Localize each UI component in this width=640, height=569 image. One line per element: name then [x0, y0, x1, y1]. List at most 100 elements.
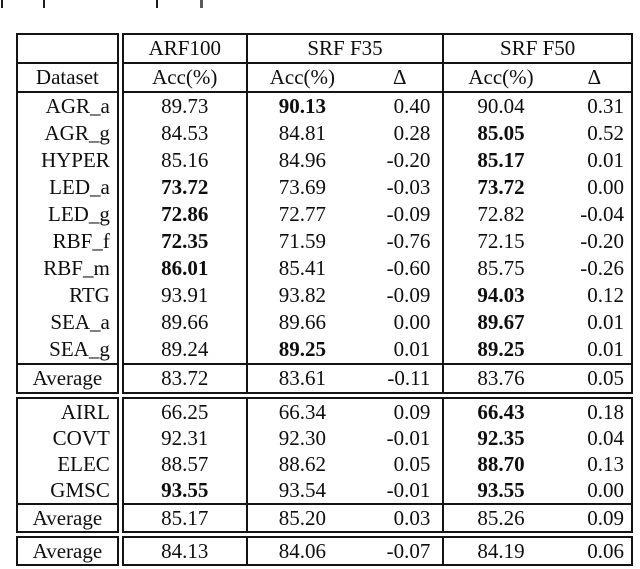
delta-header-srf-f50: Δ — [557, 63, 632, 93]
average-row: Average 83.72 83.61 -0.11 83.76 0.05 — [17, 363, 632, 393]
srf-f50-delta-cell: 0.13 — [587, 452, 624, 476]
srf-f35-acc-cell: 89.66 — [245, 309, 358, 336]
arf100-acc-cell: 85.17 — [116, 503, 247, 532]
srf-f50-delta-cell: 0.01 — [587, 310, 624, 334]
dataset-row: AGR_a 89.73 90.13 0.40 90.04 0.31 — [17, 92, 632, 120]
srf-f35-delta-cell: 0.05 — [393, 452, 431, 476]
col-group-srf-f35: SRF F35 — [245, 34, 444, 64]
dataset-row: AIRL 66.25 66.34 0.09 66.43 0.18 — [17, 398, 632, 425]
results-table-block: ARF100 SRF F35 SRF F50 Dataset Acc(%) Ac… — [16, 33, 633, 569]
srf-f35-acc-cell: 71.59 — [245, 228, 358, 255]
arf100-acc-cell: 84.13 — [116, 537, 247, 565]
acc-header-arf100: Acc(%) — [116, 63, 247, 93]
dataset-label-cell: Average — [32, 539, 103, 563]
srf-f35-acc-cell: 66.34 — [245, 398, 358, 425]
dataset-label-cell: Average — [17, 363, 121, 393]
srf-f50-delta-cell: 0.01 — [587, 337, 624, 361]
dataset-label-cell: RTG — [69, 283, 110, 307]
arf100-acc-cell: 86.01 — [116, 255, 247, 282]
srf-f50-delta-cell: 0.06 — [587, 539, 624, 563]
arf100-acc-cell: 93.91 — [116, 282, 247, 309]
srf-f35-delta-cell: 0.28 — [393, 121, 431, 145]
sub-header-row: Dataset Acc(%) Acc(%) Δ Acc(%) Δ — [17, 63, 632, 93]
results-table-real: AIRL 66.25 66.34 0.09 66.43 0.18 COVT 92.31 92.3… — [16, 397, 633, 533]
dataset-label-cell: SEA_g — [49, 337, 110, 361]
dataset-label-cell: COVT — [52, 426, 110, 450]
srf-f35-delta-cell: -0.03 — [386, 175, 431, 199]
srf-f35-acc-cell: 72.77 — [245, 201, 358, 228]
srf-f35-delta-cell: -0.01 — [386, 426, 431, 450]
tick-mark — [43, 0, 45, 8]
group-header-row: ARF100 SRF F35 SRF F50 — [17, 34, 632, 64]
dataset-row: RBF_m 86.01 85.41 -0.60 85.75 -0.26 — [17, 255, 632, 282]
dataset-row: RBF_f 72.35 71.59 -0.76 72.15 -0.20 — [17, 228, 632, 255]
srf-f50-acc-cell: 84.19 — [442, 537, 558, 565]
srf-f35-acc-cell: 93.82 — [245, 282, 358, 309]
srf-f50-acc-cell: 72.15 — [442, 228, 558, 255]
srf-f35-delta-cell: 0.03 — [357, 503, 444, 532]
dataset-row: RTG 93.91 93.82 -0.09 94.03 0.12 — [17, 282, 632, 309]
srf-f50-delta-cell: 0.00 — [587, 478, 624, 502]
dataset-label-cell: AGR_a — [45, 94, 110, 118]
arf100-acc-cell: 89.66 — [116, 309, 247, 336]
tick-mark — [200, 0, 203, 8]
srf-f35-delta-cell: -0.07 — [386, 539, 431, 563]
arf100-acc-cell: 72.35 — [116, 228, 247, 255]
srf-f50-acc-cell: 92.35 — [442, 425, 558, 451]
dataset-label-cell: AIRL — [60, 400, 110, 424]
srf-f50-delta-cell: 0.52 — [587, 121, 624, 145]
tick-mark — [1, 0, 3, 8]
dataset-row: COVT 92.31 92.30 -0.01 92.35 0.04 — [17, 425, 632, 451]
dataset-label-cell: ELEC — [57, 452, 110, 476]
srf-f50-acc-cell: 85.26 — [442, 503, 558, 532]
srf-f50-acc-cell: 94.03 — [442, 282, 558, 309]
srf-f50-acc-cell: 66.43 — [442, 398, 558, 425]
srf-f50-delta-cell: 0.05 — [557, 363, 632, 393]
srf-f35-delta-cell: -0.60 — [386, 256, 431, 280]
average-row: Average 85.17 85.20 0.03 85.26 0.09 — [17, 503, 632, 532]
srf-f50-acc-cell: 89.67 — [442, 309, 558, 336]
srf-f50-delta-cell: 0.01 — [587, 148, 624, 172]
arf100-acc-cell: 85.16 — [116, 147, 247, 174]
dataset-row: LED_g 72.86 72.77 -0.09 72.82 -0.04 — [17, 201, 632, 228]
arf100-acc-cell: 84.53 — [116, 120, 247, 147]
srf-f50-acc-cell: 85.05 — [442, 120, 558, 147]
srf-f35-acc-cell: 85.20 — [245, 503, 358, 532]
acc-header-srf-f50: Acc(%) — [442, 63, 558, 93]
srf-f35-acc-cell: 85.41 — [245, 255, 358, 282]
col-group-srf-f50: SRF F50 — [442, 34, 632, 64]
corner-cell — [17, 34, 121, 64]
srf-f35-delta-cell: -0.11 — [357, 363, 444, 393]
srf-f35-acc-cell: 84.96 — [245, 147, 358, 174]
srf-f35-delta-cell: 0.09 — [393, 400, 431, 424]
srf-f50-delta-cell: 0.09 — [557, 503, 632, 532]
dataset-label-cell: LED_a — [49, 175, 110, 199]
dataset-header: Dataset — [17, 63, 121, 93]
srf-f35-acc-cell: 90.13 — [245, 92, 358, 120]
acc-header-srf-f35: Acc(%) — [245, 63, 358, 93]
results-table-overall-average: Average 84.13 84.06 -0.07 84.19 0.06 — [16, 536, 633, 566]
srf-f35-acc-cell: 92.30 — [245, 425, 358, 451]
srf-f50-delta-cell: 0.31 — [587, 94, 624, 118]
arf100-acc-cell: 73.72 — [116, 174, 247, 201]
dataset-row: SEA_g 89.24 89.25 0.01 89.25 0.01 — [17, 336, 632, 364]
dataset-label-cell: HYPER — [40, 148, 110, 172]
srf-f35-delta-cell: -0.09 — [386, 283, 431, 307]
srf-f50-acc-cell: 89.25 — [442, 336, 558, 364]
srf-f50-delta-cell: 0.18 — [587, 400, 624, 424]
col-group-arf100: ARF100 — [116, 34, 247, 64]
results-table-synthetic: ARF100 SRF F35 SRF F50 Dataset Acc(%) Ac… — [16, 33, 633, 394]
srf-f35-delta-cell: -0.09 — [386, 202, 431, 226]
srf-f50-acc-cell: 88.70 — [442, 451, 558, 477]
srf-f50-delta-cell: 0.04 — [587, 426, 624, 450]
srf-f35-acc-cell: 88.62 — [245, 451, 358, 477]
srf-f50-acc-cell: 93.55 — [442, 477, 558, 504]
srf-f35-delta-cell: 0.01 — [393, 337, 431, 361]
dataset-label-cell: SEA_a — [50, 310, 110, 334]
tick-mark — [156, 0, 158, 8]
srf-f35-acc-cell: 89.25 — [245, 336, 358, 364]
dataset-label-cell: RBF_m — [43, 256, 110, 280]
srf-f50-delta-cell: -0.04 — [580, 202, 624, 226]
dataset-label-cell: GMSC — [50, 478, 110, 502]
